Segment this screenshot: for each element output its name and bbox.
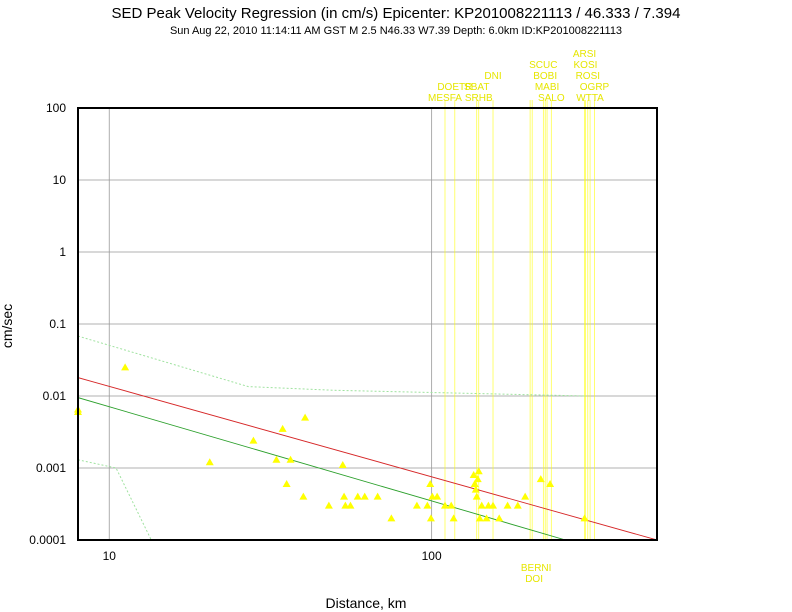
station-label: SBAT xyxy=(464,82,489,93)
data-point xyxy=(426,479,435,487)
data-point xyxy=(447,501,456,509)
station-label: ARSI xyxy=(573,49,596,60)
x-tick-label: 10 xyxy=(103,549,117,563)
data-point xyxy=(471,485,480,493)
data-point xyxy=(121,363,130,371)
station-label: BERNI xyxy=(521,563,552,574)
data-point xyxy=(521,492,530,500)
confidence-line xyxy=(78,459,152,540)
data-point xyxy=(299,492,308,500)
data-point xyxy=(440,501,449,509)
data-point xyxy=(301,413,310,421)
x-tick-label: 100 xyxy=(422,549,442,563)
data-point xyxy=(338,461,347,469)
station-label: SCUC xyxy=(529,60,557,71)
data-point xyxy=(546,479,555,487)
data-point xyxy=(536,475,545,483)
regression-line-red xyxy=(78,377,657,540)
station-label: SALO xyxy=(538,93,565,104)
data-point xyxy=(249,436,258,444)
x-axis-label: Distance, km xyxy=(326,595,407,611)
station-label: MESFA xyxy=(428,93,462,104)
y-tick-label: 0.001 xyxy=(36,461,66,475)
plot-frame xyxy=(77,107,658,541)
data-point xyxy=(272,455,281,463)
data-point xyxy=(387,514,396,522)
data-point xyxy=(282,479,291,487)
data-point xyxy=(475,514,484,522)
data-point xyxy=(412,501,421,509)
station-label: DOETR xyxy=(437,82,472,93)
data-point xyxy=(477,501,486,509)
y-tick-label: 0.1 xyxy=(49,317,66,331)
station-label: WTTA xyxy=(576,93,604,104)
station-label: DNI xyxy=(484,71,501,82)
data-point xyxy=(373,492,382,500)
y-tick-label: 0.0001 xyxy=(29,533,66,547)
station-label: BOBI xyxy=(533,71,557,82)
station-label: MABI xyxy=(535,82,559,93)
y-tick-label: 100 xyxy=(46,101,66,115)
data-point xyxy=(340,492,349,500)
data-point xyxy=(580,514,589,522)
data-point xyxy=(482,514,491,522)
station-label: KOSI xyxy=(574,60,598,71)
data-point xyxy=(495,514,504,522)
y-axis-label: cm/sec xyxy=(0,304,15,348)
data-point xyxy=(346,501,355,509)
data-point xyxy=(426,514,435,522)
data-point xyxy=(489,501,498,509)
station-label: OGRP xyxy=(580,82,610,93)
data-point xyxy=(423,501,432,509)
y-tick-label: 10 xyxy=(53,173,67,187)
data-point xyxy=(513,501,522,509)
y-tick-label: 1 xyxy=(59,245,66,259)
data-point xyxy=(472,492,481,500)
data-point xyxy=(324,501,333,509)
data-point xyxy=(205,458,214,466)
confidence-line xyxy=(78,335,586,397)
data-point xyxy=(474,467,483,475)
data-point xyxy=(360,492,369,500)
station-label: DOI xyxy=(525,574,543,585)
data-point xyxy=(278,424,287,432)
data-point xyxy=(473,475,482,483)
station-label: SRHB xyxy=(465,93,493,104)
chart-subtitle: Sun Aug 22, 2010 11:14:11 AM GST M 2.5 N… xyxy=(169,25,623,37)
regression-line-green xyxy=(78,397,566,540)
data-point xyxy=(470,479,479,487)
data-point xyxy=(341,501,350,509)
y-tick-label: 0.01 xyxy=(43,389,67,403)
data-point xyxy=(433,492,442,500)
chart-title: SED Peak Velocity Regression (in cm/s) E… xyxy=(111,5,681,22)
data-point xyxy=(353,492,362,500)
data-point xyxy=(503,501,512,509)
data-point xyxy=(469,470,478,478)
data-point xyxy=(449,514,458,522)
station-label: ROSI xyxy=(576,71,600,82)
data-point xyxy=(286,455,295,463)
